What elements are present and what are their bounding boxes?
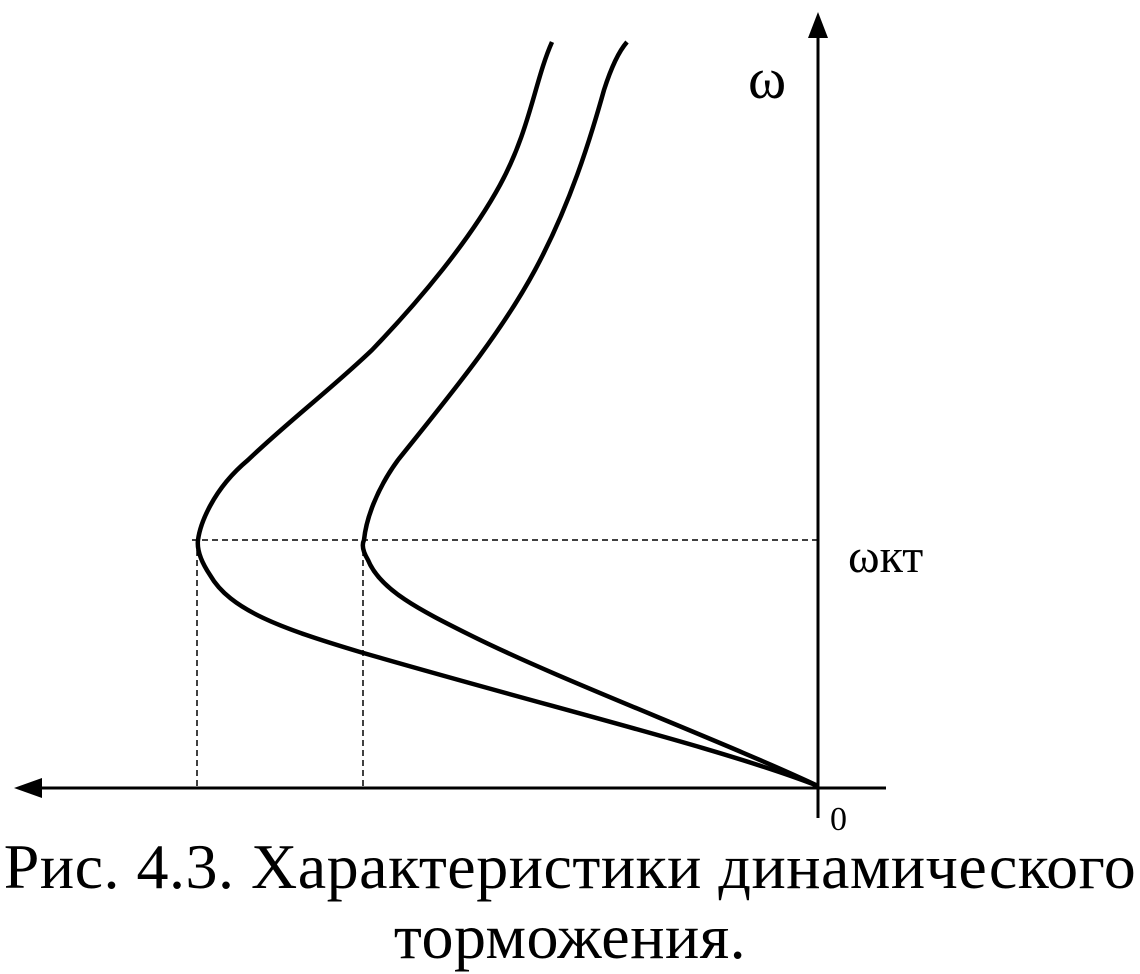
- caption-line-1: Рис. 4.3. Характеристики динамического: [3, 831, 1137, 902]
- figure-caption: Рис. 4.3. Характеристики динамического т…: [0, 832, 1140, 972]
- torque-axis-arrow: [14, 778, 42, 798]
- braking-characteristics-diagram: ω ωкт 0: [14, 12, 923, 838]
- critical-speed-label: ωкт: [848, 530, 923, 583]
- omega-axis-arrow: [808, 12, 828, 38]
- caption-line-2: торможения.: [393, 901, 747, 972]
- braking-characteristic-curve-2: [360, 40, 819, 789]
- omega-axis-label: ω: [748, 46, 786, 111]
- origin-label: 0: [830, 801, 847, 838]
- braking-characteristic-curve-1: [195, 41, 819, 789]
